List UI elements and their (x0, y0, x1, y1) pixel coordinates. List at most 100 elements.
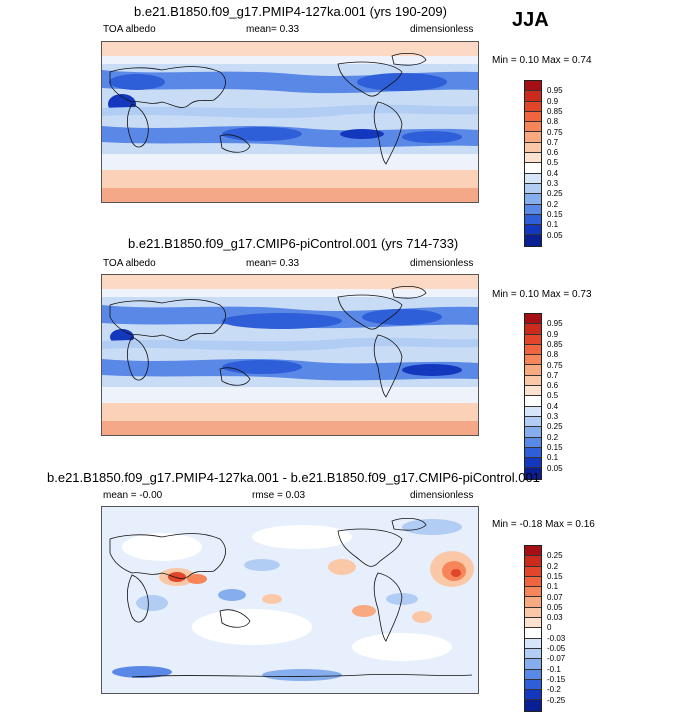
colorbar-segment (525, 607, 541, 619)
panel1-title: b.e21.B1850.f09_g17.PMIP4-127ka.001 (yrs… (134, 4, 447, 19)
colorbar-tick-label: 0.25 (547, 189, 563, 199)
colorbar-segment (525, 566, 541, 577)
panel2-variable: TOA albedo (103, 258, 156, 269)
colorbar-segment (525, 324, 541, 335)
panel1-variable: TOA albedo (103, 24, 156, 35)
colorbar-tick-label: 0.07 (547, 592, 563, 602)
colorbar-tick-label: 0.8 (547, 117, 559, 127)
colorbar-segment (525, 618, 541, 629)
colorbar-tick-label: -0.05 (547, 644, 566, 653)
colorbar-segment (525, 101, 541, 112)
colorbar-tick-label: -0.07 (547, 654, 566, 664)
colorbar-tick-label: 0.5 (547, 391, 559, 401)
colorbar-tick-label: 0.25 (547, 422, 563, 432)
panel1-mean: mean= 0.33 (246, 24, 300, 35)
panel3-units: dimensionless (410, 490, 474, 501)
colorbar-segment (525, 648, 541, 660)
colorbar-segment (525, 669, 541, 680)
colorbar-segment (525, 163, 541, 174)
colorbar-tick-label: 0.9 (547, 329, 559, 339)
colorbar-segment (525, 700, 541, 711)
colorbar-tick-label: 0.7 (547, 137, 559, 147)
panel3-title: b.e21.B1850.f09_g17.PMIP4-127ka.001 - b.… (47, 470, 540, 485)
colorbar-segment (525, 204, 541, 215)
colorbar-segment (525, 427, 541, 438)
colorbar-segment (525, 194, 541, 205)
colorbar-segment (525, 365, 541, 376)
colorbar-segment (525, 638, 541, 649)
colorbar-segment (525, 447, 541, 459)
panel3-colorbar (524, 545, 542, 712)
panel1-map (101, 41, 479, 203)
colorbar-segment (525, 690, 541, 701)
colorbar-tick-label: -0.1 (547, 664, 561, 674)
colorbar-segment (525, 111, 541, 123)
colorbar-tick-label: 0.1 (547, 582, 559, 592)
colorbar-segment (525, 225, 541, 236)
colorbar-tick-label: 0.05 (547, 230, 563, 240)
panel3-map (101, 506, 479, 694)
colorbar-tick-label: 0.85 (547, 106, 563, 116)
colorbar-tick-label: 0.3 (547, 179, 559, 188)
colorbar-segment (525, 386, 541, 397)
colorbar-tick-label: -0.03 (547, 633, 566, 643)
colorbar-tick-label: 0.2 (547, 199, 559, 209)
colorbar-segment (525, 235, 541, 246)
colorbar-segment (525, 587, 541, 598)
colorbar-tick-label: 0.95 (547, 86, 563, 96)
colorbar-segment (525, 142, 541, 154)
colorbar-segment (525, 458, 541, 469)
colorbar-tick-label: 0.15 (547, 442, 563, 452)
panel2-mean: mean= 0.33 (246, 258, 300, 269)
colorbar-tick-label: 0.03 (547, 613, 563, 623)
panel1-colorbar (524, 80, 542, 247)
colorbar-tick-label: 0.6 (547, 148, 559, 158)
colorbar-tick-label: 0.5 (547, 158, 559, 168)
colorbar-segment (525, 91, 541, 102)
colorbar-segment (525, 344, 541, 356)
colorbar-tick-label: 0.05 (547, 463, 563, 473)
colorbar-segment (525, 597, 541, 608)
colorbar-tick-label: 0 (547, 623, 552, 633)
colorbar-tick-label: 0.1 (547, 220, 559, 230)
colorbar-segment (525, 659, 541, 670)
colorbar-tick-label: 0.6 (547, 381, 559, 391)
colorbar-segment (525, 355, 541, 366)
colorbar-tick-label: 0.2 (547, 432, 559, 442)
colorbar-tick-label: 0.2 (547, 561, 559, 571)
colorbar-segment (525, 81, 541, 92)
colorbar-segment (525, 375, 541, 387)
panel1-minmax: Min = 0.10 Max = 0.74 (492, 55, 592, 66)
colorbar-tick-label: 0.15 (547, 209, 563, 219)
colorbar-segment (525, 173, 541, 184)
season-label: JJA (512, 9, 549, 31)
colorbar-tick-label: 0.1 (547, 453, 559, 463)
colorbar-tick-label: -0.2 (547, 685, 561, 695)
colorbar-tick-label: 0.4 (547, 401, 559, 411)
colorbar-tick-label: -0.15 (547, 674, 566, 684)
colorbar-segment (525, 468, 541, 479)
panel3-rmse: rmse = 0.03 (252, 490, 306, 501)
colorbar-segment (525, 153, 541, 164)
panel2-map (101, 274, 479, 436)
panel2-title: b.e21.B1850.f09_g17.CMIP6-piControl.001 … (128, 236, 459, 251)
colorbar-segment (525, 628, 541, 639)
colorbar-tick-label: 0.3 (547, 412, 559, 421)
colorbar-segment (525, 214, 541, 226)
panel1-units: dimensionless (410, 24, 474, 35)
colorbar-segment (525, 396, 541, 407)
colorbar-tick-label: 0.85 (547, 339, 563, 349)
colorbar-tick-label: 0.15 (547, 571, 563, 581)
colorbar-segment (525, 576, 541, 588)
colorbar-tick-label: 0.75 (547, 127, 563, 137)
panel2-minmax: Min = 0.10 Max = 0.73 (492, 289, 592, 300)
panel2-colorbar (524, 313, 542, 480)
colorbar-segment (525, 556, 541, 567)
colorbar-segment (525, 416, 541, 428)
panel3-minmax: Min = -0.18 Max = 0.16 (492, 519, 595, 530)
colorbar-tick-label: 0.4 (547, 168, 559, 178)
colorbar-tick-label: 0.7 (547, 370, 559, 380)
colorbar-segment (525, 679, 541, 691)
colorbar-segment (525, 183, 541, 195)
colorbar-segment (525, 122, 541, 133)
